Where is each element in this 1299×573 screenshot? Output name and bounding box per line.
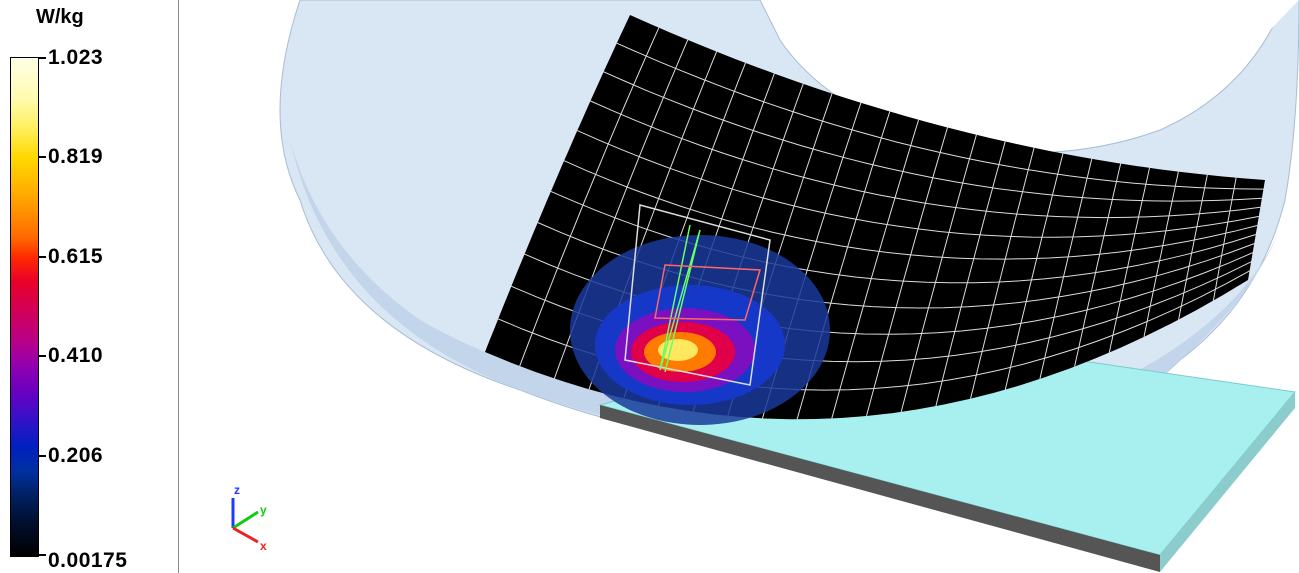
grid-line bbox=[970, 147, 1035, 399]
grid-line bbox=[1004, 153, 1064, 390]
colorbar-tick bbox=[38, 355, 46, 358]
colorbar-tick-label: 0.819 bbox=[48, 145, 104, 169]
grid-line bbox=[1039, 158, 1093, 380]
grid-line bbox=[1143, 171, 1179, 337]
grid-line bbox=[519, 27, 660, 367]
grid-line bbox=[550, 190, 1256, 284]
phantom-rim bbox=[290, 140, 1280, 451]
hotspot bbox=[570, 204, 830, 425]
colorbar-tick-label: 1.023 bbox=[48, 46, 104, 69]
colorbar bbox=[10, 57, 39, 557]
axis-triad: z y x bbox=[231, 483, 267, 553]
colorbar-tick-label: 0.615 bbox=[48, 244, 104, 268]
grid-line bbox=[1178, 174, 1208, 320]
colorbar-tick bbox=[38, 255, 46, 258]
colorbar-tick bbox=[38, 454, 46, 457]
colorbar-tick-label: 0.410 bbox=[48, 344, 104, 368]
triad-label: x bbox=[260, 539, 267, 553]
grid-line bbox=[577, 130, 1259, 238]
slab-side bbox=[600, 405, 1160, 572]
colorbar-tick bbox=[38, 57, 46, 59]
grid-line bbox=[563, 160, 1258, 260]
slab-end bbox=[1160, 392, 1295, 572]
viewport-border bbox=[178, 0, 179, 573]
grid-line bbox=[900, 134, 977, 413]
grid-line bbox=[616, 42, 1264, 190]
grid-line bbox=[1212, 177, 1237, 301]
grid-line bbox=[603, 71, 1262, 202]
colorbar-tick bbox=[38, 156, 46, 159]
grid-line bbox=[1074, 163, 1122, 367]
colorbar-tick bbox=[38, 554, 46, 556]
colorbar-tick-label: 0.206 bbox=[48, 443, 104, 467]
grid-line bbox=[935, 141, 1006, 407]
phantom-hole bbox=[1050, 0, 1299, 70]
triad-label: z bbox=[234, 483, 240, 497]
grid-line bbox=[866, 127, 948, 417]
grid-line bbox=[1108, 167, 1150, 353]
triad-label: y bbox=[260, 503, 267, 517]
grid-line bbox=[831, 119, 920, 419]
grid-line bbox=[590, 100, 1261, 219]
colorbar-tick-label: 0.00175 bbox=[48, 549, 128, 572]
colorbar-unit: W/kg bbox=[36, 6, 84, 28]
